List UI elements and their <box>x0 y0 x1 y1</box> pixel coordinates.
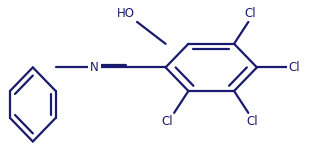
Text: N: N <box>90 61 99 74</box>
Text: Cl: Cl <box>161 115 173 128</box>
Text: HO: HO <box>116 7 135 20</box>
Text: Cl: Cl <box>247 115 258 128</box>
Text: Cl: Cl <box>244 7 256 20</box>
Text: Cl: Cl <box>288 61 300 74</box>
